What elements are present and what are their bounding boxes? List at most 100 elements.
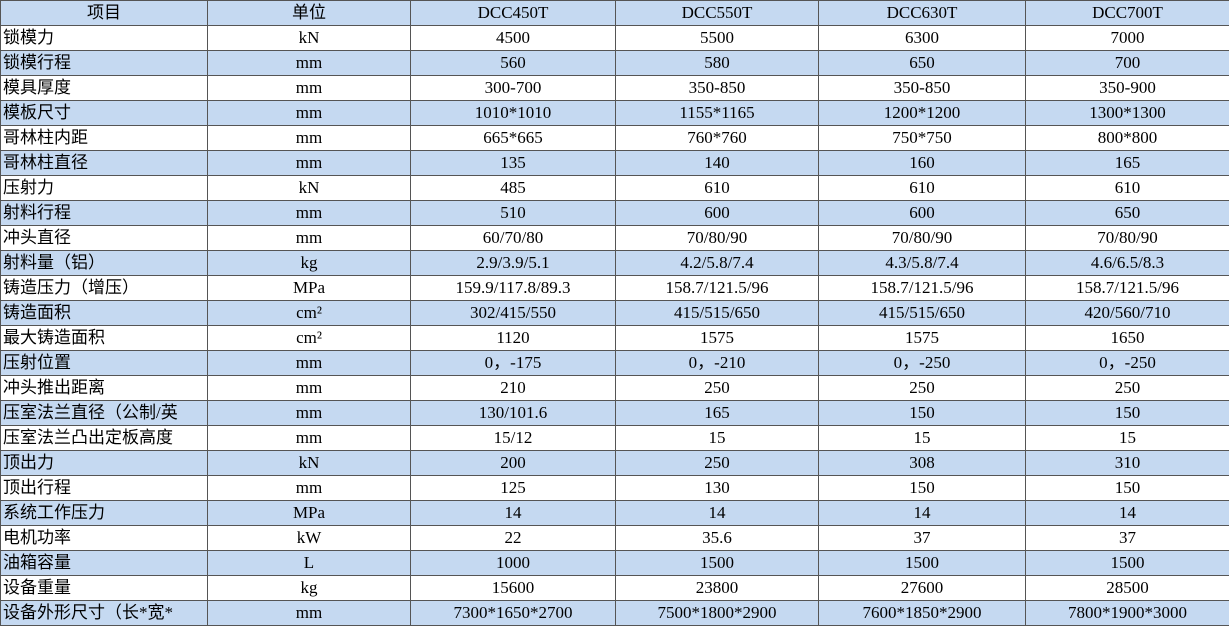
cell: 350-900 (1025, 75, 1229, 101)
cell: 22 (410, 525, 616, 551)
cell: kg (207, 575, 411, 601)
cell: cm² (207, 300, 411, 326)
row-label: 哥林柱直径 (0, 150, 208, 176)
cell: 350-850 (615, 75, 819, 101)
cell: 580 (615, 50, 819, 76)
cell: 60/70/80 (410, 225, 616, 251)
cell: 14 (1025, 500, 1229, 526)
cell: 0，-250 (818, 350, 1026, 376)
cell: cm² (207, 325, 411, 351)
row-label: 铸造压力（增压） (0, 275, 208, 301)
cell: 15 (1025, 425, 1229, 451)
cell: 70/80/90 (615, 225, 819, 251)
row-label: 哥林柱内距 (0, 125, 208, 151)
cell: 23800 (615, 575, 819, 601)
cell: 7500*1800*2900 (615, 600, 819, 626)
cell: 4.6/6.5/8.3 (1025, 250, 1229, 276)
table-row: 射料量（铝） kg 2.9/3.9/5.1 4.2/5.8/7.4 4.3/5.8/7.… (0, 250, 1229, 276)
cell: mm (207, 100, 411, 126)
cell: 70/80/90 (1025, 225, 1229, 251)
row-label: 锁模力 (0, 25, 208, 51)
cell: mm (207, 125, 411, 151)
cell: 7000 (1025, 25, 1229, 51)
table-row: 射料行程 mm 510 600 600 650 (0, 200, 1229, 226)
table-row: 冲头直径 mm 60/70/80 70/80/90 70/80/90 70/80/90 (0, 225, 1229, 251)
cell: 14 (818, 500, 1026, 526)
cell: 650 (818, 50, 1026, 76)
cell: 510 (410, 200, 616, 226)
cell: 70/80/90 (818, 225, 1026, 251)
cell: 5500 (615, 25, 819, 51)
cell: 165 (615, 400, 819, 426)
table-row: 冲头推出距离 mm 210 250 250 250 (0, 375, 1229, 401)
cell: 1200*1200 (818, 100, 1026, 126)
cell: 1575 (818, 325, 1026, 351)
cell: mm (207, 375, 411, 401)
cell: 37 (1025, 525, 1229, 551)
cell: mm (207, 50, 411, 76)
table-row: 模具厚度 mm 300-700 350-850 350-850 350-900 (0, 75, 1229, 101)
cell: 0，-250 (1025, 350, 1229, 376)
row-label: 锁模行程 (0, 50, 208, 76)
cell: 15 (615, 425, 819, 451)
cell: 14 (615, 500, 819, 526)
cell: 600 (818, 200, 1026, 226)
cell: 560 (410, 50, 616, 76)
table-row: 压室法兰直径（公制/英 mm 130/101.6 165 150 150 (0, 400, 1229, 426)
cell: mm (207, 475, 411, 501)
cell: 650 (1025, 200, 1229, 226)
cell: 350-850 (818, 75, 1026, 101)
cell: DCC630T (818, 0, 1026, 26)
row-label: 压室法兰凸出定板高度 (0, 425, 208, 451)
cell: 610 (615, 175, 819, 201)
cell: mm (207, 600, 411, 626)
cell: 7800*1900*3000 (1025, 600, 1229, 626)
cell: 1500 (818, 550, 1026, 576)
cell: mm (207, 425, 411, 451)
cell: 7300*1650*2700 (410, 600, 616, 626)
table-row: 锁模力 kN 4500 5500 6300 7000 (0, 25, 1229, 51)
table-row: 电机功率 kW 22 35.6 37 37 (0, 525, 1229, 551)
cell: 665*665 (410, 125, 616, 151)
row-label: 冲头直径 (0, 225, 208, 251)
cell: 415/515/650 (615, 300, 819, 326)
cell: mm (207, 75, 411, 101)
table-row: 油箱容量 L 1000 1500 1500 1500 (0, 550, 1229, 576)
cell: 250 (1025, 375, 1229, 401)
cell: 150 (1025, 475, 1229, 501)
cell: 35.6 (615, 525, 819, 551)
cell: 600 (615, 200, 819, 226)
cell: 4.2/5.8/7.4 (615, 250, 819, 276)
row-label: 模具厚度 (0, 75, 208, 101)
table-row: 铸造面积 cm² 302/415/550 415/515/650 415/515/650… (0, 300, 1229, 326)
cell: 15600 (410, 575, 616, 601)
cell: 250 (818, 375, 1026, 401)
cell: 415/515/650 (818, 300, 1026, 326)
row-label: 设备外形尺寸（长*宽* (0, 600, 208, 626)
cell: DCC550T (615, 0, 819, 26)
cell: 2.9/3.9/5.1 (410, 250, 616, 276)
table-row: 压室法兰凸出定板高度 mm 15/12 15 15 15 (0, 425, 1229, 451)
cell: 0，-175 (410, 350, 616, 376)
cell: mm (207, 225, 411, 251)
cell: 1155*1165 (615, 100, 819, 126)
cell: 300-700 (410, 75, 616, 101)
cell: MPa (207, 275, 411, 301)
row-label: 压室法兰直径（公制/英 (0, 400, 208, 426)
cell: 28500 (1025, 575, 1229, 601)
cell: mm (207, 150, 411, 176)
cell: 单位 (207, 0, 411, 26)
cell: 750*750 (818, 125, 1026, 151)
row-label: 压射力 (0, 175, 208, 201)
cell: 1000 (410, 550, 616, 576)
cell: mm (207, 200, 411, 226)
table-row: 哥林柱直径 mm 135 140 160 165 (0, 150, 1229, 176)
cell: 135 (410, 150, 616, 176)
table-row: 顶出行程 mm 125 130 150 150 (0, 475, 1229, 501)
table-row: 最大铸造面积 cm² 1120 1575 1575 1650 (0, 325, 1229, 351)
cell: 165 (1025, 150, 1229, 176)
cell: 160 (818, 150, 1026, 176)
cell: kN (207, 175, 411, 201)
table-row: 设备外形尺寸（长*宽* mm 7300*1650*2700 7500*1800*290… (0, 600, 1229, 626)
